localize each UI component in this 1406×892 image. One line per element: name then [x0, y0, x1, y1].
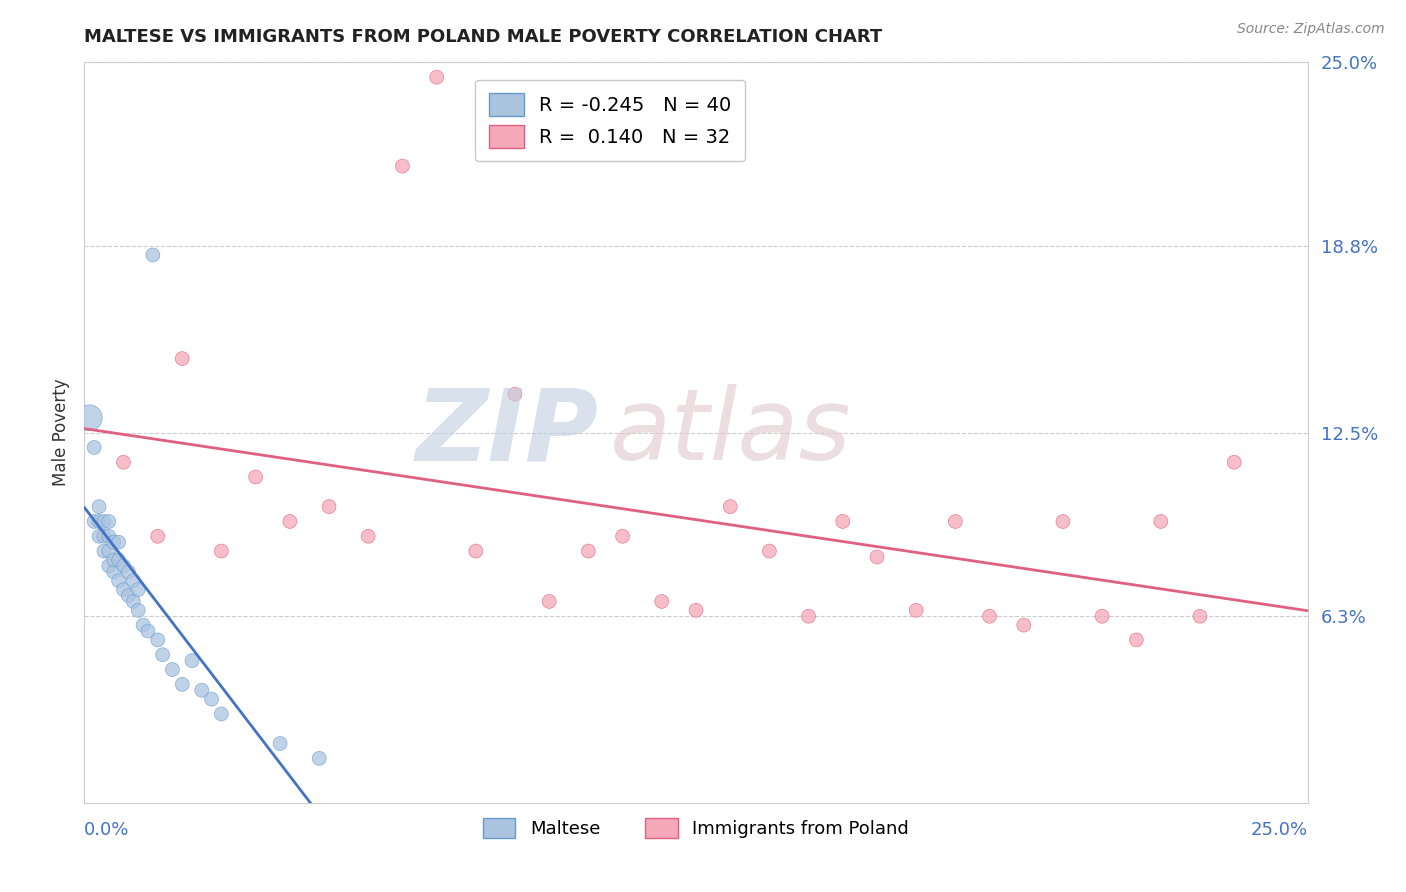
Point — [866, 549, 889, 564]
Point — [1150, 515, 1173, 529]
Point — [83, 441, 105, 455]
Point — [245, 470, 267, 484]
Point — [797, 609, 820, 624]
Point — [152, 648, 174, 662]
Point — [127, 603, 149, 617]
Point — [979, 609, 1001, 624]
Text: Source: ZipAtlas.com: Source: ZipAtlas.com — [1237, 22, 1385, 37]
Point — [209, 706, 232, 721]
Point — [97, 529, 120, 543]
Point — [103, 535, 125, 549]
Point — [172, 351, 194, 366]
Point — [112, 455, 135, 469]
Point — [181, 654, 204, 668]
Point — [142, 248, 165, 262]
Legend: Maltese, Immigrants from Poland: Maltese, Immigrants from Poland — [475, 810, 917, 846]
Point — [87, 515, 110, 529]
Point — [127, 582, 149, 597]
Text: 25.0%: 25.0% — [1250, 822, 1308, 839]
Point — [269, 737, 291, 751]
Point — [503, 387, 526, 401]
Point — [357, 529, 380, 543]
Point — [651, 594, 673, 608]
Point — [117, 565, 139, 579]
Point — [97, 515, 120, 529]
Point — [87, 500, 110, 514]
Point — [93, 529, 115, 543]
Point — [77, 410, 100, 425]
Point — [318, 500, 340, 514]
Point — [136, 624, 159, 638]
Point — [905, 603, 928, 617]
Point — [122, 574, 145, 588]
Point — [612, 529, 634, 543]
Point — [146, 529, 169, 543]
Point — [1125, 632, 1147, 647]
Point — [162, 663, 184, 677]
Point — [685, 603, 707, 617]
Text: atlas: atlas — [610, 384, 852, 481]
Point — [107, 574, 129, 588]
Point — [1052, 515, 1074, 529]
Point — [93, 515, 115, 529]
Point — [117, 589, 139, 603]
Point — [1223, 455, 1246, 469]
Point — [831, 515, 853, 529]
Point — [200, 692, 222, 706]
Point — [122, 594, 145, 608]
Point — [103, 553, 125, 567]
Point — [103, 565, 125, 579]
Text: 0.0%: 0.0% — [84, 822, 129, 839]
Point — [83, 515, 105, 529]
Point — [391, 159, 413, 173]
Point — [1091, 609, 1114, 624]
Point — [87, 529, 110, 543]
Point — [943, 515, 966, 529]
Point — [107, 553, 129, 567]
Point — [146, 632, 169, 647]
Point — [97, 558, 120, 573]
Text: MALTESE VS IMMIGRANTS FROM POLAND MALE POVERTY CORRELATION CHART: MALTESE VS IMMIGRANTS FROM POLAND MALE P… — [84, 28, 883, 45]
Point — [758, 544, 780, 558]
Point — [1012, 618, 1035, 632]
Point — [1188, 609, 1211, 624]
Point — [132, 618, 155, 632]
Text: ZIP: ZIP — [415, 384, 598, 481]
Point — [209, 544, 232, 558]
Point — [93, 544, 115, 558]
Y-axis label: Male Poverty: Male Poverty — [52, 379, 70, 486]
Point — [718, 500, 741, 514]
Point — [97, 544, 120, 558]
Point — [191, 683, 214, 698]
Point — [278, 515, 301, 529]
Point — [107, 535, 129, 549]
Point — [308, 751, 330, 765]
Point — [172, 677, 194, 691]
Point — [538, 594, 561, 608]
Point — [576, 544, 599, 558]
Point — [112, 582, 135, 597]
Point — [426, 70, 449, 85]
Point — [464, 544, 486, 558]
Point — [112, 558, 135, 573]
